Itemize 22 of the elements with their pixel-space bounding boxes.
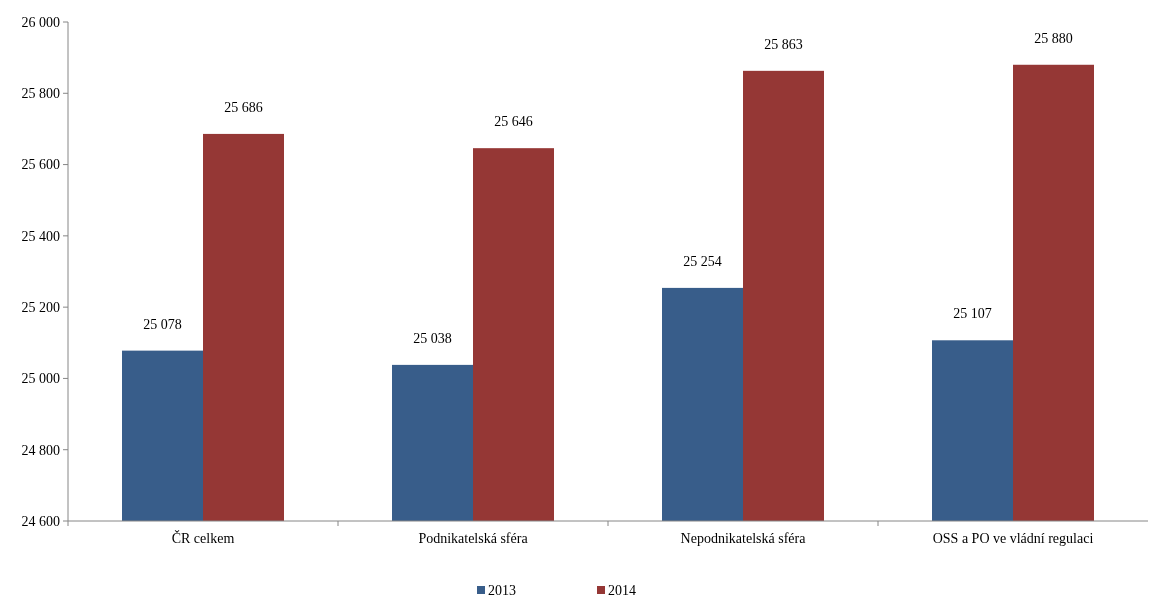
data-label: 25 254 (683, 253, 722, 269)
data-label: 25 646 (494, 114, 533, 130)
y-tick-label: 25 800 (21, 86, 60, 102)
y-tick-label: 26 000 (21, 14, 60, 30)
y-tick-label: 24 800 (21, 442, 60, 458)
data-label: 25 107 (953, 306, 992, 322)
legend-label: 2013 (488, 582, 516, 598)
data-label: 25 038 (413, 330, 452, 346)
x-tick-label: ČR celkem (171, 530, 235, 546)
data-label: 25 863 (764, 36, 803, 52)
y-tick-label: 24 600 (21, 513, 60, 529)
data-label: 25 686 (224, 99, 263, 115)
y-tick-label: 25 400 (21, 228, 60, 244)
x-tick-label: Nepodnikatelská sféra (680, 531, 807, 546)
data-label: 25 078 (143, 316, 182, 332)
y-tick-label: 25 600 (21, 157, 60, 173)
y-tick-label: 25 200 (21, 300, 60, 316)
data-label: 25 880 (1034, 30, 1073, 46)
x-tick-label: OSS a PO ve vládní regulaci (932, 531, 1094, 546)
x-tick-label: Podnikatelská sféra (418, 531, 529, 546)
y-tick-label: 25 000 (21, 371, 60, 387)
legend-label: 2014 (608, 582, 636, 598)
